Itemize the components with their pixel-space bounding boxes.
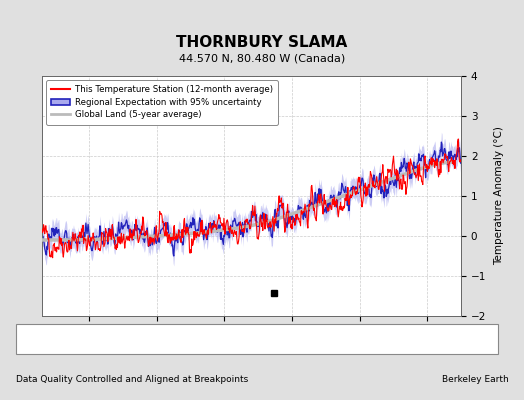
Text: Time of Obs. Change: Time of Obs. Change: [254, 335, 348, 344]
Text: Berkeley Earth: Berkeley Earth: [442, 375, 508, 384]
Text: Empirical Break: Empirical Break: [380, 335, 451, 344]
Text: Station Move: Station Move: [45, 335, 104, 344]
Text: THORNBURY SLAMA: THORNBURY SLAMA: [177, 35, 347, 50]
Y-axis label: Temperature Anomaly (°C): Temperature Anomaly (°C): [495, 126, 505, 266]
Text: Data Quality Controlled and Aligned at Breakpoints: Data Quality Controlled and Aligned at B…: [16, 375, 248, 384]
Text: Record Gap: Record Gap: [144, 335, 196, 344]
Legend: This Temperature Station (12-month average), Regional Expectation with 95% uncer: This Temperature Station (12-month avera…: [46, 80, 278, 124]
Text: 44.570 N, 80.480 W (Canada): 44.570 N, 80.480 W (Canada): [179, 53, 345, 63]
